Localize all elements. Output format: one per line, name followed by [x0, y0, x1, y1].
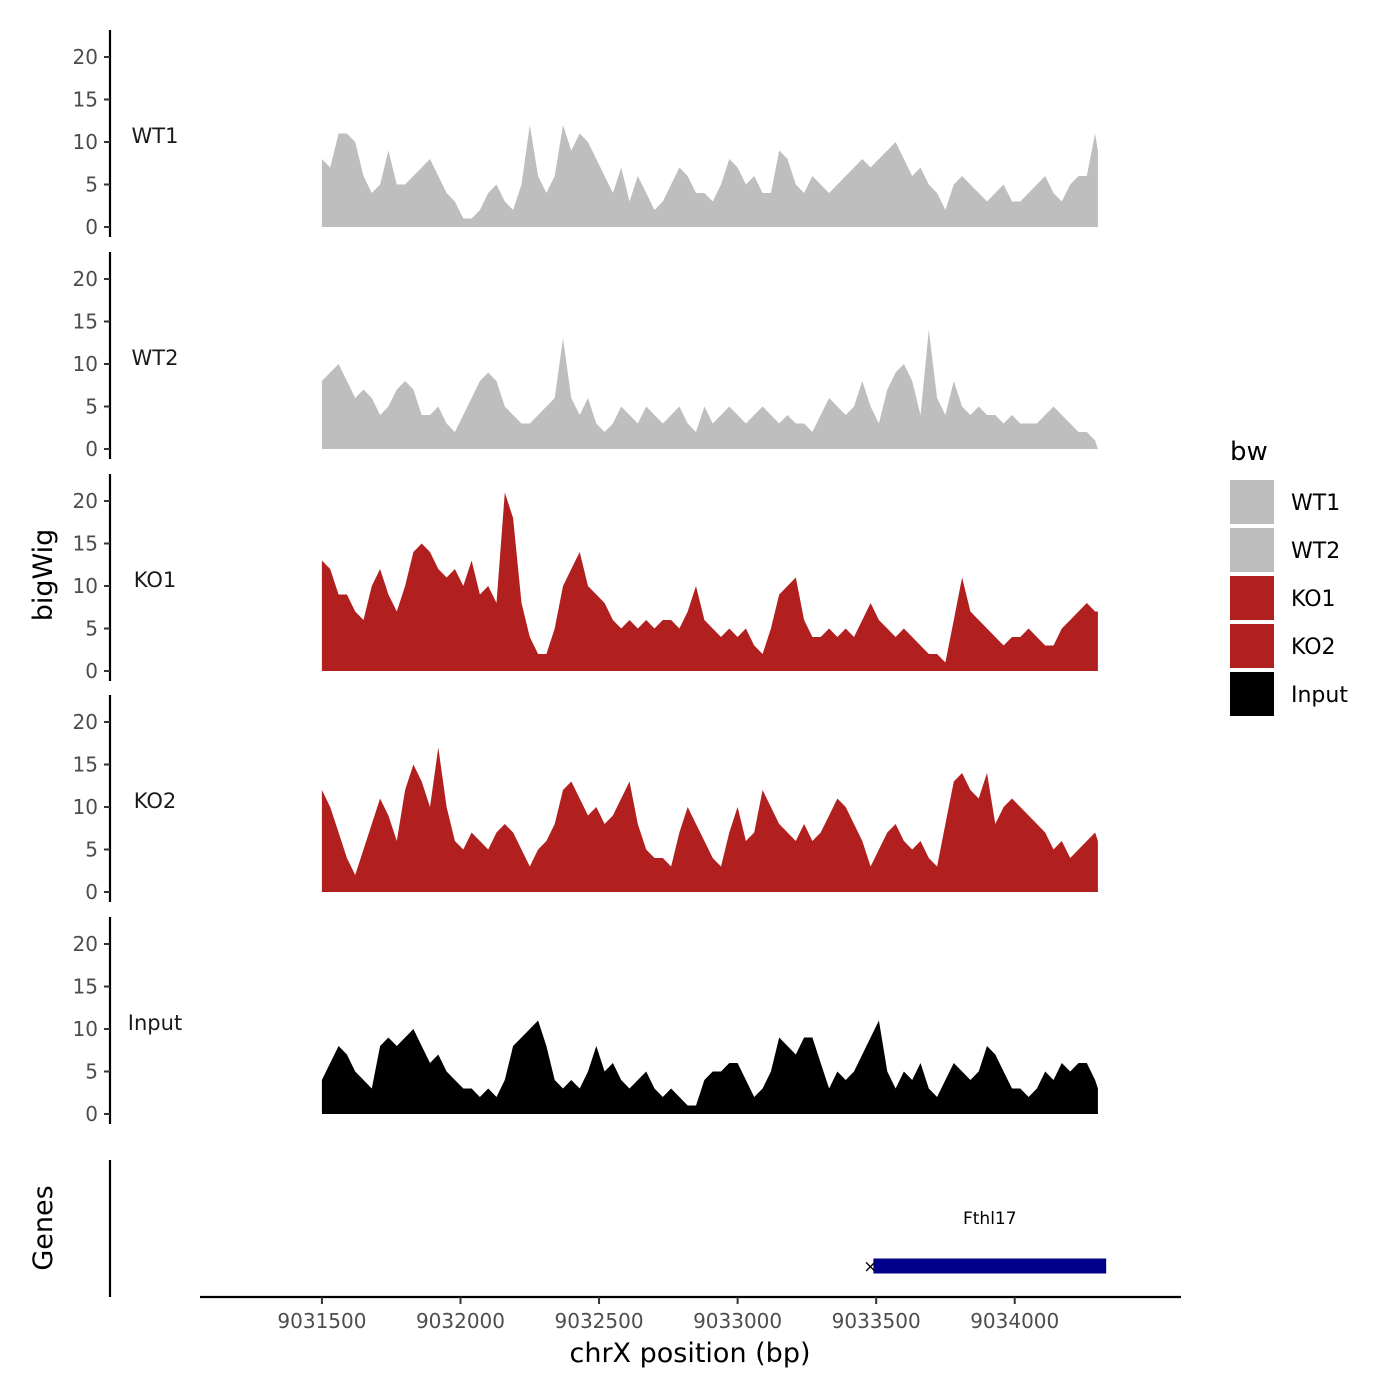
y-tick-label: 5	[85, 838, 98, 862]
track-label: WT2	[132, 346, 179, 370]
gene-strand-marker-left: ×	[863, 1257, 877, 1277]
x-tick-label: 9034000	[970, 1309, 1059, 1333]
track-input: 0 5 10 15 20 Input	[73, 917, 1098, 1126]
track-wt1: 0 5 10 15 20 WT1	[73, 30, 1098, 239]
coverage-area-input	[321, 1020, 1098, 1114]
legend-swatch-wt2	[1230, 528, 1274, 572]
y-tick-label: 0	[85, 215, 98, 239]
legend-label-input: Input	[1291, 683, 1348, 708]
legend-label-wt1: WT1	[1291, 491, 1340, 516]
y-tick-label: 10	[73, 1017, 98, 1041]
y-tick-label: 0	[85, 880, 98, 904]
x-tick-label: 9031500	[277, 1309, 366, 1333]
coverage-area-ko1	[321, 492, 1098, 671]
coverage-area-ko2	[321, 747, 1098, 892]
y-tick-label: 20	[73, 710, 98, 734]
coverage-area-wt2	[321, 330, 1098, 449]
gene-label-fthl17: Fthl17	[963, 1209, 1017, 1229]
y-tick-label: 5	[85, 395, 98, 419]
legend-swatch-wt1	[1230, 480, 1274, 524]
track-ko1: 0 5 10 15 20 KO1	[73, 474, 1098, 683]
genes-axis-title: Genes	[28, 1185, 59, 1270]
legend-title: bw	[1230, 437, 1268, 467]
legend: bw WT1 WT2 KO1 KO2 Input	[1230, 437, 1348, 716]
y-tick-label: 0	[85, 1102, 98, 1126]
x-axis-title: chrX position (bp)	[569, 1338, 810, 1369]
coverage-area-wt1	[321, 125, 1098, 227]
track-ko2: 0 5 10 15 20 KO2	[73, 695, 1098, 904]
y-tick-label: 15	[73, 975, 98, 999]
y-tick-label: 10	[73, 795, 98, 819]
track-label: Input	[128, 1011, 182, 1035]
legend-swatch-ko2	[1230, 624, 1274, 668]
y-tick-label: 5	[85, 173, 98, 197]
track-label: KO2	[134, 789, 177, 813]
x-tick-label: 9032500	[555, 1309, 644, 1333]
y-tick-label: 15	[73, 88, 98, 112]
legend-swatch-ko1	[1230, 576, 1274, 620]
legend-label-ko1: KO1	[1291, 587, 1336, 612]
y-tick-label: 20	[73, 267, 98, 291]
y-tick-label: 15	[73, 532, 98, 556]
legend-label-wt2: WT2	[1291, 539, 1340, 564]
track-label: KO1	[134, 568, 177, 592]
legend-swatch-input	[1230, 672, 1274, 716]
y-tick-label: 10	[73, 574, 98, 598]
y-axis-title: bigWig	[28, 529, 59, 622]
y-tick-label: 20	[73, 489, 98, 513]
legend-label-ko2: KO2	[1291, 635, 1336, 660]
x-tick-label: 9033500	[832, 1309, 921, 1333]
y-tick-label: 0	[85, 437, 98, 461]
y-tick-label: 5	[85, 617, 98, 641]
y-tick-label: 10	[73, 352, 98, 376]
y-tick-label: 20	[73, 45, 98, 69]
y-tick-label: 20	[73, 932, 98, 956]
y-tick-label: 5	[85, 1060, 98, 1084]
y-tick-label: 15	[73, 310, 98, 334]
track-wt2: 0 5 10 15 20 WT2	[73, 252, 1098, 461]
x-tick-label: 9032000	[416, 1309, 505, 1333]
x-axis: 9031500 9032000 9032500 9033000 9033500 90340…	[200, 1295, 1181, 1333]
coverage-tracks: 0 5 10 15 20 WT1 0 5 10 15 20 WT2 0 5 10 15 20 KO1 0 5 10 15 2…	[73, 30, 1098, 1126]
genes-panel: Genes × Fthl17	[28, 1160, 1107, 1297]
x-tick-label: 9033000	[693, 1309, 782, 1333]
track-label: WT1	[132, 124, 179, 148]
y-tick-label: 0	[85, 659, 98, 683]
y-tick-label: 15	[73, 753, 98, 777]
y-tick-label: 10	[73, 130, 98, 154]
